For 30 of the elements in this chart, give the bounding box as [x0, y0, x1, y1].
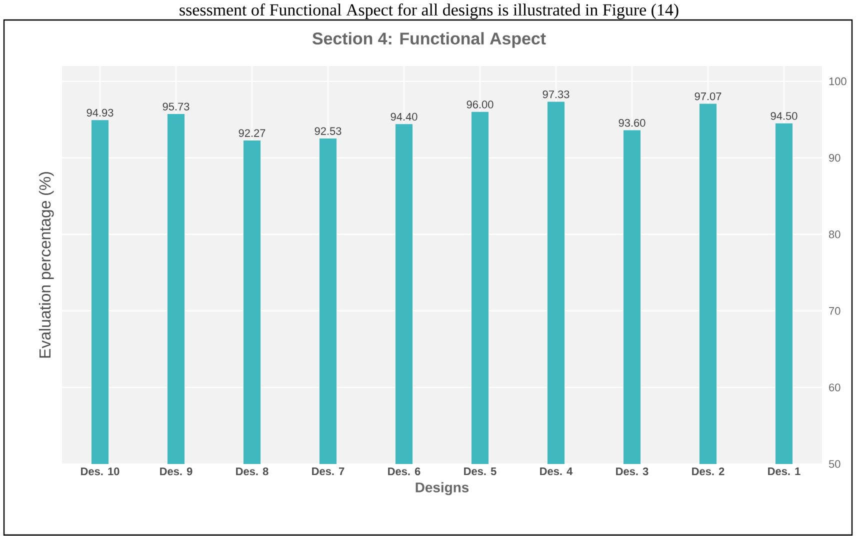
x-tick-label: Des. 6 — [388, 468, 420, 476]
x-tick-label: Des. 5 — [464, 468, 496, 476]
chart-title: Section 4: Functional Aspect — [312, 32, 546, 48]
data-label: 92.53 — [314, 127, 342, 135]
data-label: 93.60 — [618, 119, 646, 127]
x-tick-label: Des. 7 — [312, 468, 344, 476]
x-tick-label: Des. 4 — [540, 468, 573, 476]
x-tick-label: Des. 9 — [160, 468, 192, 476]
data-label: 96.00 — [466, 100, 494, 108]
data-label: 94.40 — [390, 112, 418, 121]
y-tick-label: 50 — [828, 460, 840, 468]
data-label: 94.50 — [770, 112, 798, 120]
data-label: 95.73 — [162, 102, 190, 110]
y-tick-label: 80 — [829, 230, 840, 238]
text: ssessment of Functional Aspect for all designs is illustrated in Figure (14) — [180, 4, 678, 20]
data-label: 94.93 — [86, 108, 114, 117]
x-tick-label: Des. 2 — [692, 468, 724, 476]
data-label: 97.07 — [694, 92, 722, 100]
x-axis-title: Designs — [416, 482, 469, 496]
x-tick-label: Des. 10 — [81, 468, 120, 476]
y-tick-label: 100 — [829, 77, 846, 86]
y-tick-label: 60 — [829, 384, 840, 392]
data-label: 97.33 — [542, 90, 570, 98]
x-tick-label: Des. 3 — [616, 468, 648, 476]
x-tick-label: Des. 1 — [768, 468, 800, 476]
x-tick-label: Des. 8 — [236, 468, 268, 476]
y-axis-title: Evaluation percentage (%) — [38, 172, 54, 358]
data-label: 92.27 — [238, 129, 266, 137]
y-tick-label: 90 — [829, 154, 840, 162]
y-tick-label: 70 — [829, 307, 840, 315]
